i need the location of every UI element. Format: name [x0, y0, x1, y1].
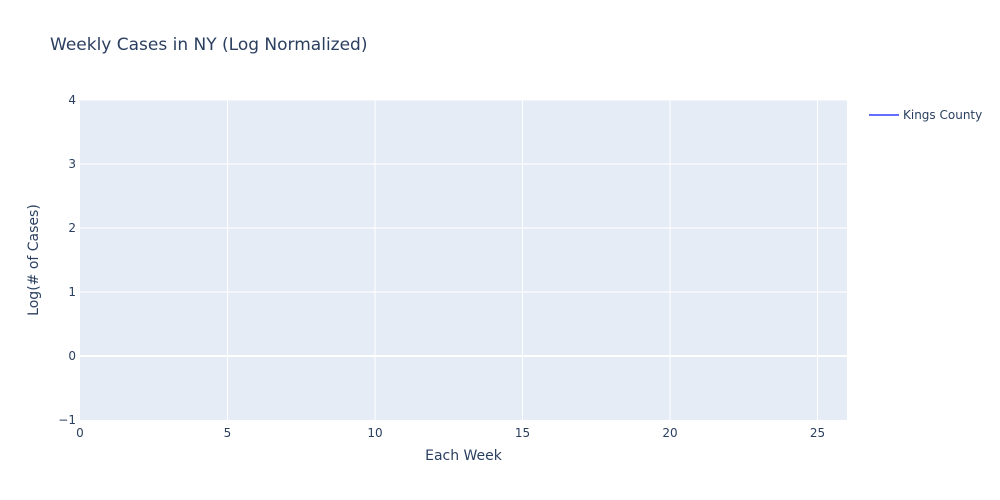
y-tick-label-1: 0	[68, 349, 76, 363]
chart-title: Weekly Cases in NY (Log Normalized)	[50, 35, 367, 55]
x-gridlines	[227, 100, 818, 420]
y-tick-label-0: −1	[58, 413, 76, 427]
y-gridlines	[80, 99, 847, 357]
legend-label-kings-county: Kings County	[903, 108, 982, 122]
plot-area	[80, 100, 847, 420]
y-tick-label-4: 3	[68, 157, 76, 171]
x-tick-label-2: 10	[367, 426, 382, 440]
x-tick-label-0: 0	[76, 426, 84, 440]
y-tick-labels: −1 0 1 2 3 4	[58, 93, 76, 427]
x-tick-labels: 0 5 10 15 20 25	[76, 426, 825, 440]
y-tick-label-5: 4	[68, 93, 76, 107]
x-tick-label-1: 5	[224, 426, 232, 440]
x-axis-title: Each Week	[425, 448, 503, 464]
x-tick-label-4: 20	[662, 426, 677, 440]
x-tick-label-3: 15	[515, 426, 530, 440]
y-tick-label-2: 1	[68, 285, 76, 299]
y-tick-label-3: 2	[68, 221, 76, 235]
y-axis-title: Log(# of Cases)	[26, 204, 42, 316]
legend[interactable]: Kings County	[869, 108, 982, 122]
x-tick-label-5: 25	[810, 426, 825, 440]
